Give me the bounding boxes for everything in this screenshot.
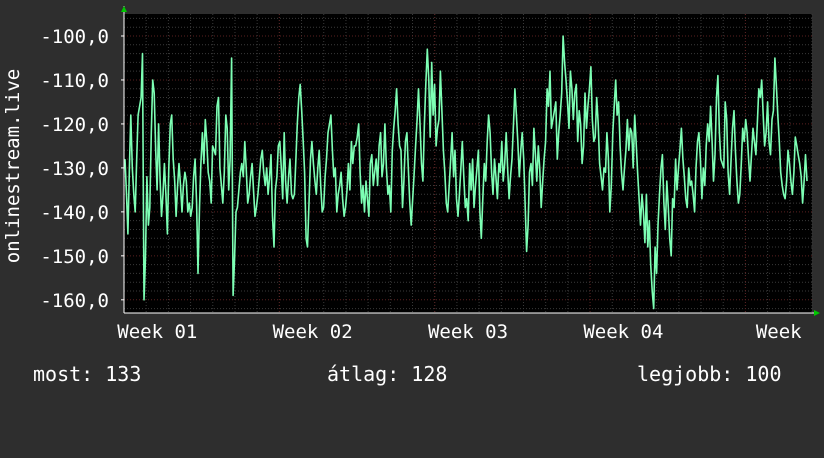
y-tick-label: -130,0 xyxy=(40,158,109,180)
y-tick-label: -140,0 xyxy=(40,202,109,224)
x-tick-label: Week 04 xyxy=(583,321,663,343)
y-axis-arrow xyxy=(121,6,127,12)
x-tick-label: Week 02 xyxy=(273,321,353,343)
series-layer xyxy=(124,35,808,310)
x-axis-arrow xyxy=(814,310,820,316)
stats-bar: most: 133 átlag: 128 legjobb: 100 xyxy=(0,362,824,390)
tick-labels: -100,0 -110,0 -120,0 -130,0 -140,0 -150,0 -160… xyxy=(40,26,802,343)
y-tick-label: -160,0 xyxy=(40,290,109,312)
x-tick-label: Week 01 xyxy=(117,321,197,343)
plot-area xyxy=(124,14,812,313)
stat-best: legjobb: 100 xyxy=(637,362,782,386)
y-tick-label: -150,0 xyxy=(40,246,109,268)
chart: -100,0 -110,0 -120,0 -130,0 -140,0 -150,0 -160… xyxy=(2,6,820,343)
stat-current: most: 133 xyxy=(33,362,142,386)
y-axis-label: onlinestream.live xyxy=(2,69,24,263)
x-tick-label: Week 03 xyxy=(428,321,508,343)
x-tick-label: Week xyxy=(756,321,802,343)
series-line xyxy=(124,35,808,310)
stat-average: átlag: 128 xyxy=(327,362,448,386)
y-tick-label: -110,0 xyxy=(40,70,109,92)
axes xyxy=(121,6,820,316)
y-tick-label: -100,0 xyxy=(40,26,109,48)
y-tick-label: -120,0 xyxy=(40,114,109,136)
